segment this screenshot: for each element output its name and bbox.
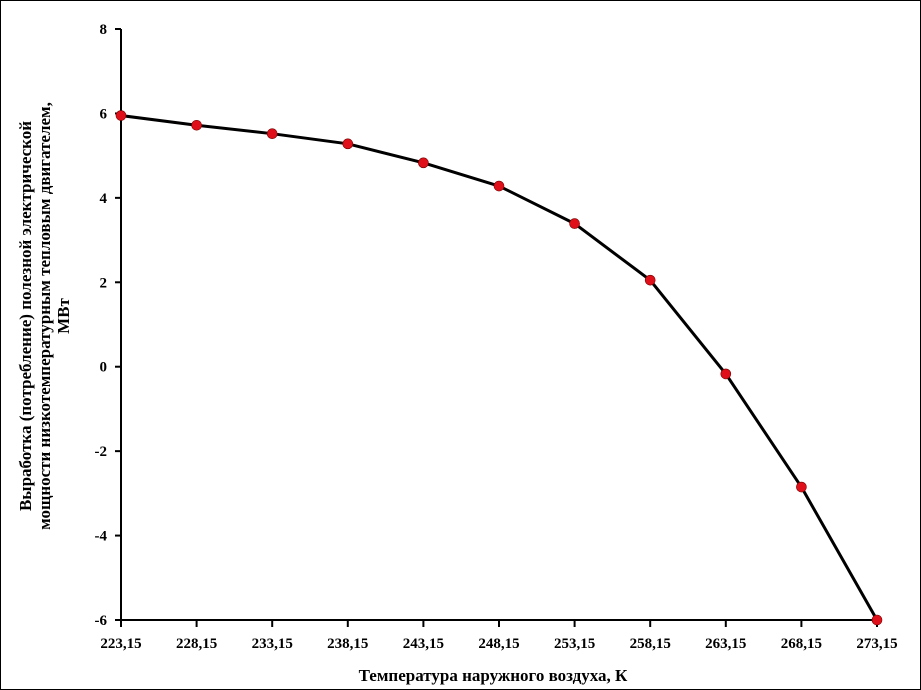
y-tick-label: -4 — [95, 529, 108, 545]
y-axis-title-line: МВт — [54, 297, 73, 333]
y-tick-label: -2 — [95, 444, 108, 460]
data-point — [871, 614, 883, 626]
data-point — [191, 119, 202, 131]
y-tick-label: -6 — [95, 613, 108, 629]
x-axis-title: Температура наружного воздуха, К — [359, 666, 628, 685]
data-point — [796, 481, 807, 493]
x-tick-label: 233,15 — [252, 636, 293, 652]
y-axis-title-line: Выработка (потребление) полезной электри… — [16, 121, 35, 511]
x-tick-label: 228,15 — [176, 636, 217, 652]
y-tick-label: 0 — [100, 360, 108, 376]
y-tick-label: 6 — [100, 106, 108, 122]
data-point — [569, 218, 580, 229]
data-point — [115, 110, 127, 121]
y-tick-label: 2 — [100, 275, 108, 291]
data-point — [342, 138, 354, 150]
x-tick-label: 268,15 — [781, 636, 822, 652]
x-tick-label: 243,15 — [403, 636, 444, 652]
x-tick-label: 253,15 — [554, 636, 595, 652]
x-tick-label: 273,15 — [856, 636, 897, 652]
y-axis-title: Выработка (потребление) полезной электри… — [16, 102, 73, 530]
data-point — [644, 274, 656, 286]
data-point — [418, 157, 429, 169]
x-tick-label: 248,15 — [478, 636, 519, 652]
y-tick-label: 8 — [100, 22, 108, 38]
series-layer — [115, 110, 883, 626]
data-point — [720, 368, 732, 380]
x-tick-label: 223,15 — [100, 636, 141, 652]
y-tick-label: 4 — [100, 191, 108, 207]
x-tick-label: 258,15 — [630, 636, 671, 652]
data-point — [493, 180, 505, 192]
data-point — [266, 128, 278, 139]
x-tick-label: 263,15 — [705, 636, 746, 652]
x-tick-label: 238,15 — [327, 636, 368, 652]
axes — [120, 29, 877, 621]
x-ticks: 223,15 228,15 233,15 238,15 243,15 248,15 253,… — [100, 620, 898, 652]
y-axis-title-line: мощности низкотемпературным тепловым дви… — [35, 102, 54, 530]
y-ticks: -6 -4 -2 0 2 4 6 8 — [95, 22, 121, 629]
